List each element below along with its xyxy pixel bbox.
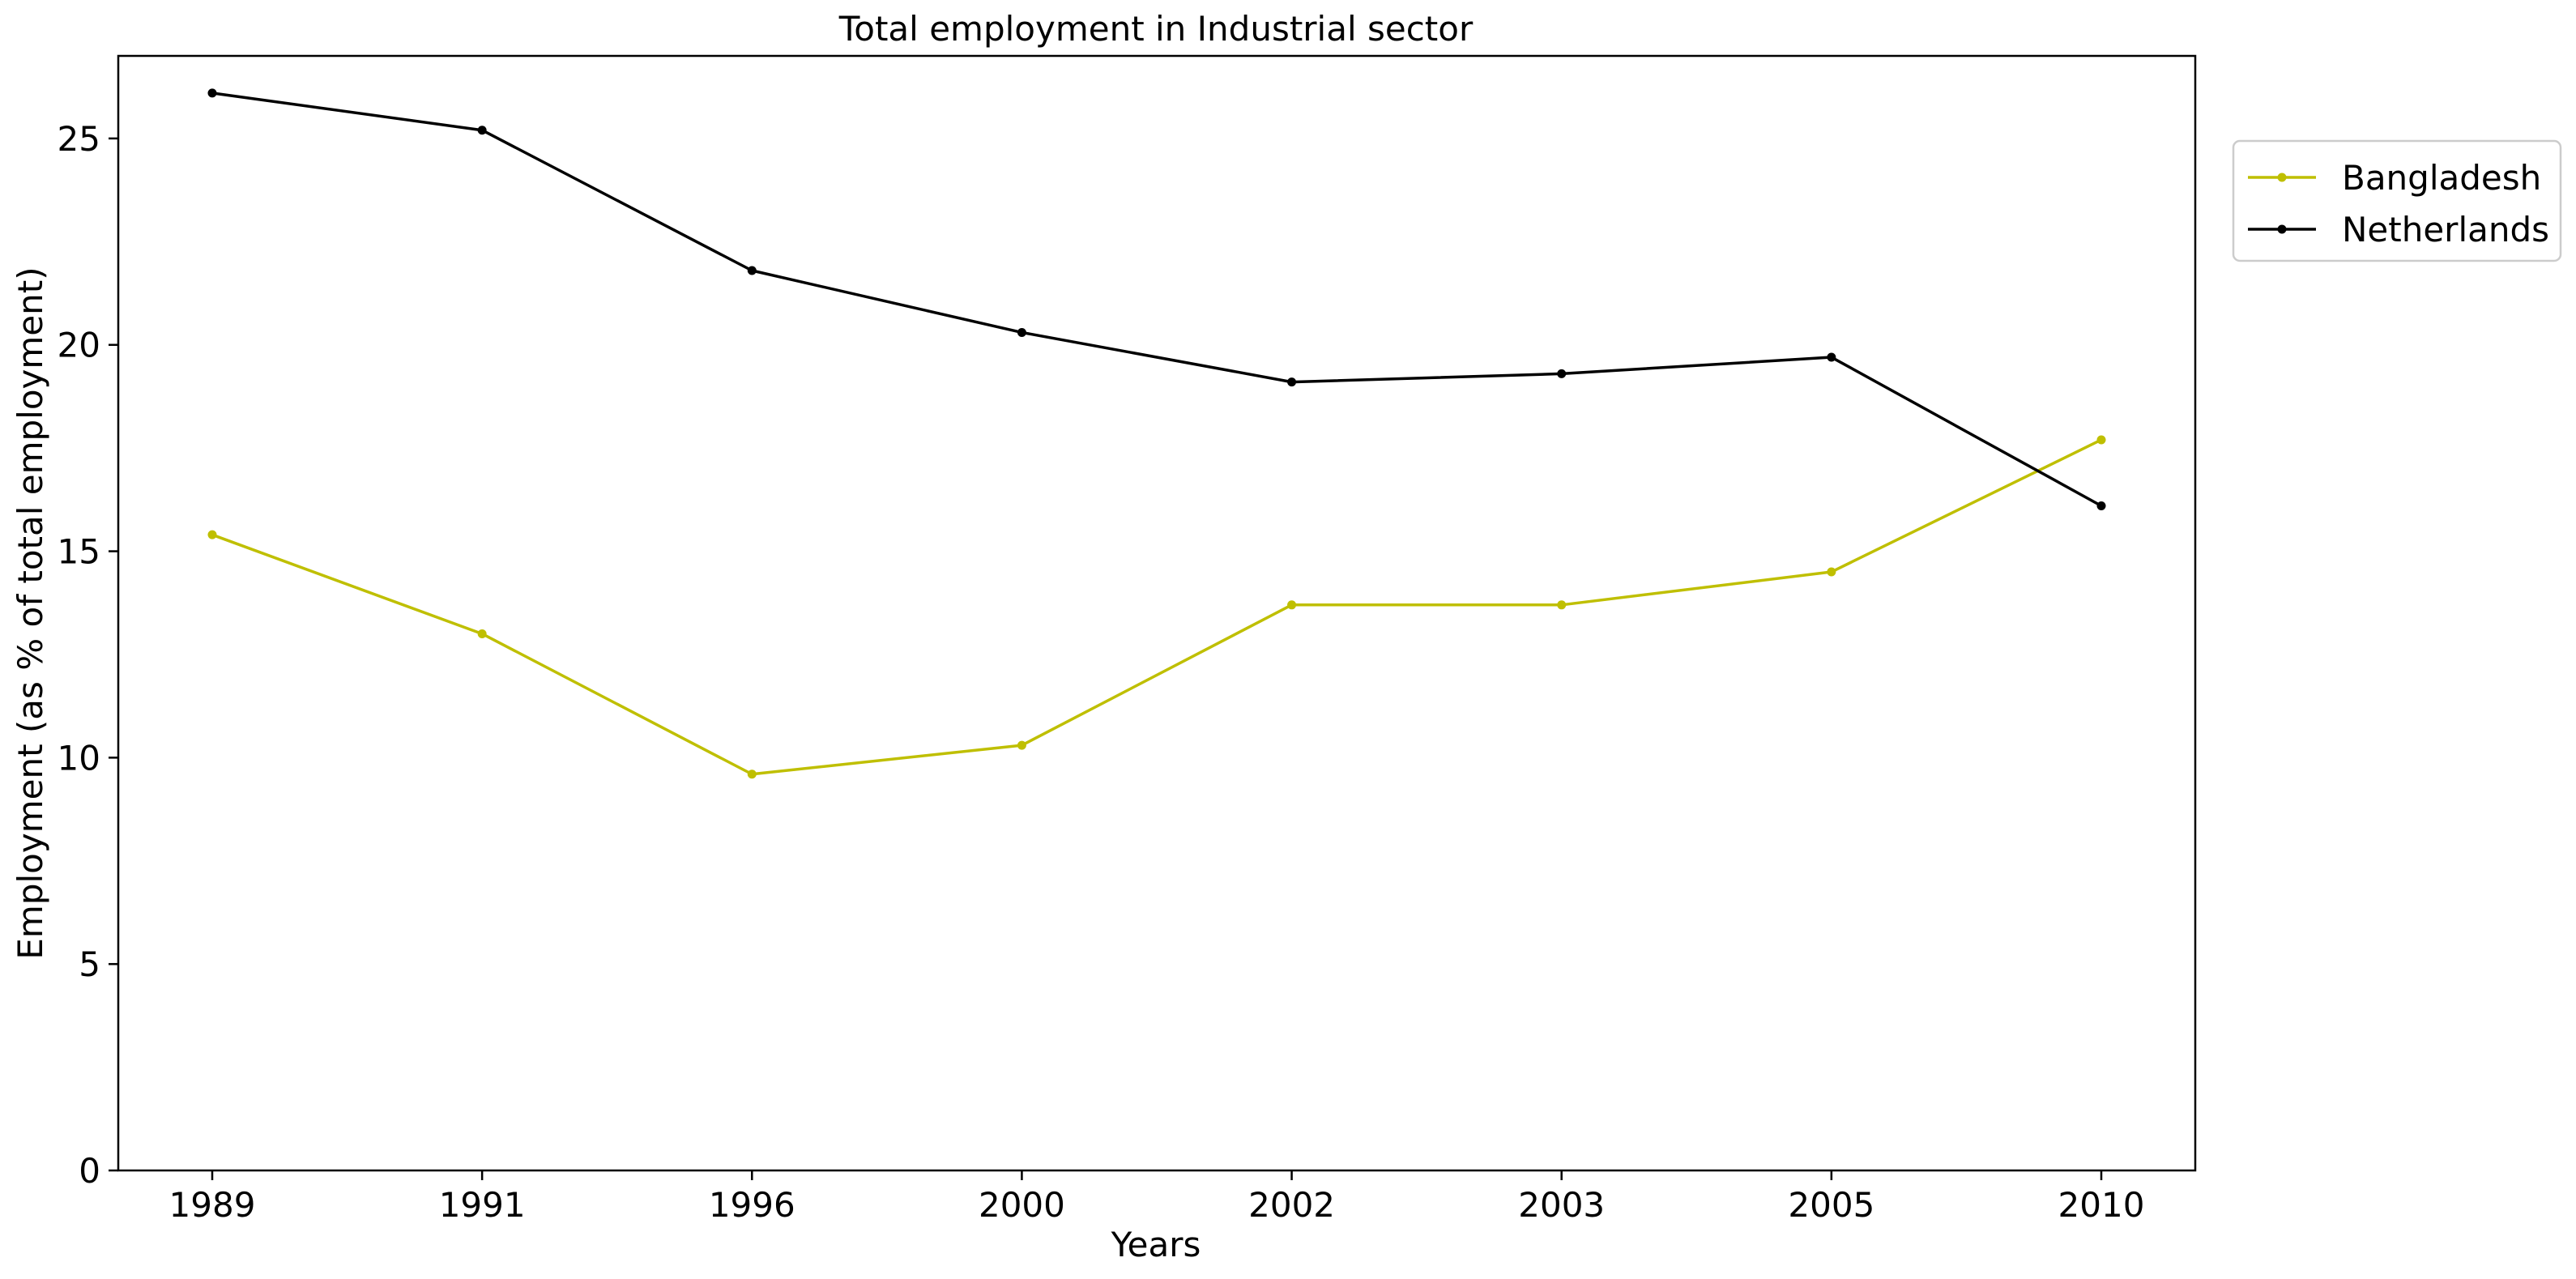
data-point-netherlands bbox=[1827, 352, 1836, 362]
data-point-bangladesh bbox=[477, 629, 487, 638]
data-point-bangladesh bbox=[1557, 600, 1567, 610]
legend-box bbox=[2232, 139, 2562, 262]
data-point-netherlands bbox=[1557, 369, 1567, 378]
data-point-netherlands bbox=[2096, 501, 2106, 510]
series-layer bbox=[207, 88, 2106, 779]
y-tick-label: 5 bbox=[79, 944, 100, 984]
plot-area-frame bbox=[117, 54, 2197, 1172]
data-point-netherlands bbox=[747, 266, 757, 275]
x-tick-label: 2003 bbox=[1518, 1185, 1605, 1225]
series-line-netherlands bbox=[211, 92, 2102, 508]
x-tick-label: 1989 bbox=[169, 1185, 256, 1225]
data-point-netherlands bbox=[477, 126, 487, 135]
y-tick-label: 25 bbox=[58, 119, 100, 159]
legend: Bangladesh Netherlands bbox=[2232, 139, 2562, 262]
x-tick-label: 1996 bbox=[709, 1185, 795, 1225]
data-point-bangladesh bbox=[207, 530, 217, 539]
x-tick-label: 1991 bbox=[439, 1185, 526, 1225]
data-point-bangladesh bbox=[747, 770, 757, 779]
y-tick-label: 0 bbox=[79, 1151, 100, 1191]
data-point-bangladesh bbox=[2096, 435, 2106, 445]
x-axis: 1989 1991 1996 2000 2002 2003 2005 2010 bbox=[169, 1170, 2145, 1225]
x-axis-label: Years bbox=[1111, 1225, 1201, 1264]
x-tick-label: 2005 bbox=[1788, 1185, 1874, 1225]
x-tick-label: 2000 bbox=[979, 1185, 1065, 1225]
legend-label-netherlands: Netherlands bbox=[2342, 210, 2549, 249]
y-tick-label: 10 bbox=[58, 738, 100, 778]
y-axis: 0 5 10 15 20 25 bbox=[58, 119, 118, 1191]
x-tick-label: 2002 bbox=[1248, 1185, 1335, 1225]
y-axis-label: Employment (as % of total employment) bbox=[11, 266, 50, 959]
y-tick-label: 15 bbox=[58, 532, 100, 572]
data-point-netherlands bbox=[207, 88, 217, 98]
legend-marker-bangladesh bbox=[2277, 173, 2287, 182]
chart-title: Total employment in Industrial sector bbox=[838, 9, 1474, 49]
data-point-bangladesh bbox=[1827, 567, 1836, 577]
legend-label-bangladesh: Bangladesh bbox=[2342, 158, 2541, 198]
legend-marker-netherlands bbox=[2277, 224, 2287, 234]
data-point-netherlands bbox=[1017, 327, 1026, 337]
data-point-bangladesh bbox=[1017, 740, 1026, 750]
y-tick-label: 20 bbox=[58, 326, 100, 365]
x-tick-label: 2010 bbox=[2058, 1185, 2145, 1225]
data-point-bangladesh bbox=[1287, 600, 1297, 610]
series-line-bangladesh bbox=[211, 438, 2102, 776]
data-point-netherlands bbox=[1287, 377, 1297, 387]
